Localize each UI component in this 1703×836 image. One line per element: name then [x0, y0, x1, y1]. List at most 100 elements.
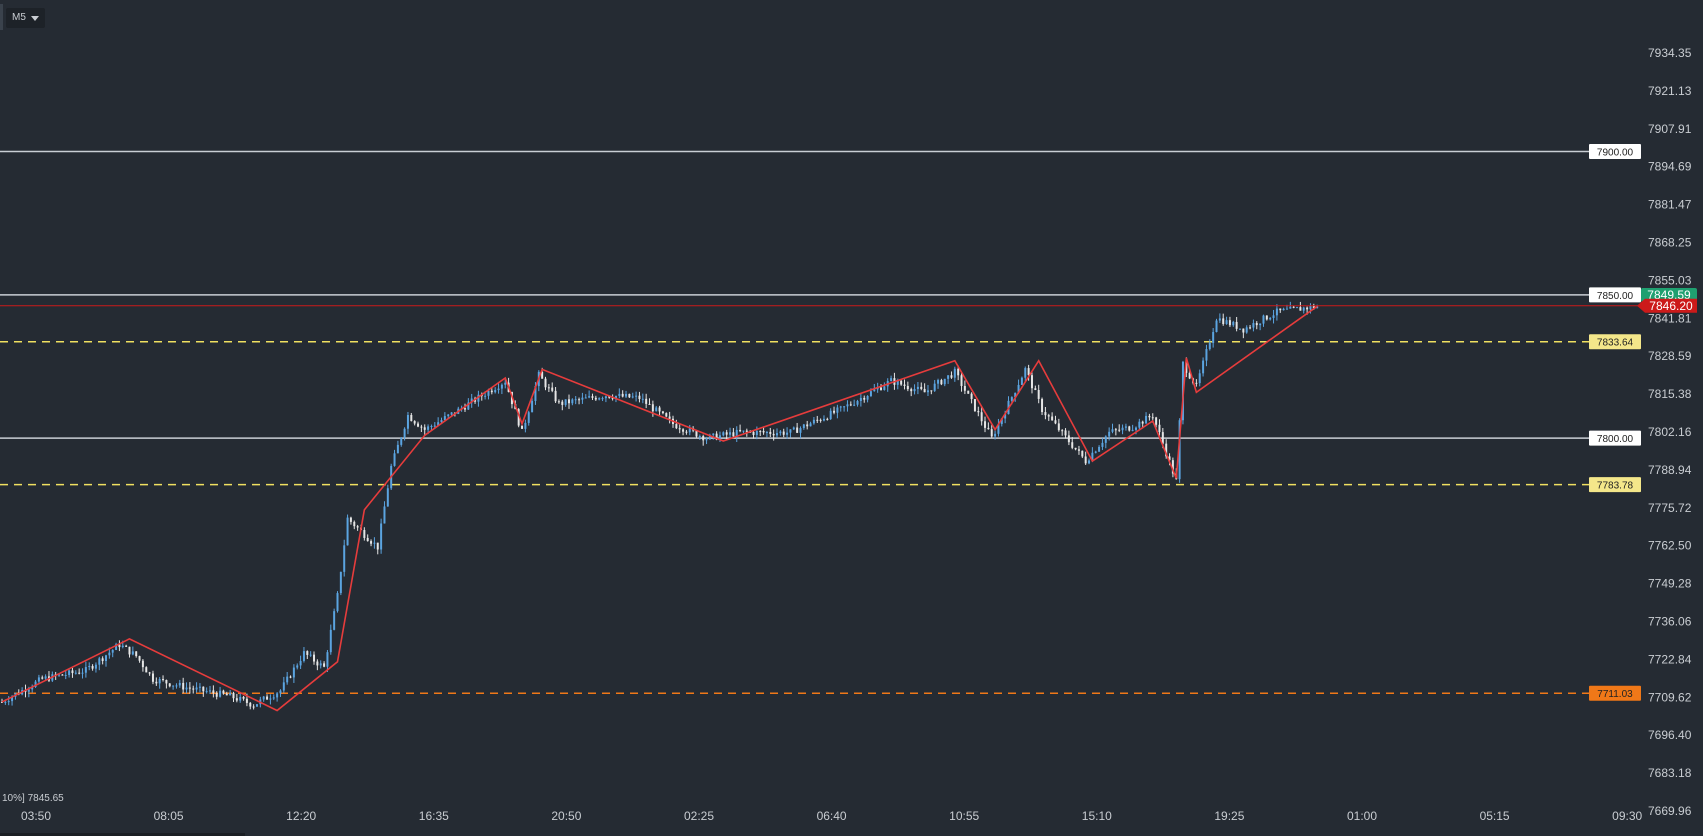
candle-body	[1178, 420, 1181, 480]
candle-body	[27, 689, 30, 692]
scroll-strip[interactable]	[0, 833, 245, 836]
candle-body	[1155, 417, 1158, 425]
candle-body	[61, 674, 64, 676]
candle-body	[470, 398, 473, 403]
candle-body	[58, 674, 61, 676]
candle-body	[1064, 430, 1067, 436]
candle-body	[406, 414, 409, 429]
candle-body	[571, 399, 574, 404]
candle-body	[1222, 318, 1225, 325]
candle-body	[276, 693, 279, 698]
candle-body	[725, 432, 728, 435]
timeframe-selector[interactable]: M5	[6, 8, 45, 28]
candle-body	[1275, 308, 1278, 316]
candle-body	[333, 611, 336, 630]
candle-body	[1057, 423, 1060, 431]
candle-body	[621, 393, 624, 397]
candle-body	[601, 398, 604, 400]
candle-body	[125, 645, 128, 647]
panel-edge-tab[interactable]	[0, 4, 3, 30]
candle-body	[963, 385, 966, 391]
candle-body	[195, 687, 198, 690]
candle-body	[494, 390, 497, 393]
candle-body	[1141, 421, 1144, 424]
y-tick-label: 7868.25	[1648, 236, 1692, 250]
candle-body	[591, 396, 594, 398]
green-price-tag-label: 7849.59	[1647, 288, 1691, 302]
candle-body	[427, 426, 430, 430]
candle-body	[1151, 417, 1154, 419]
candle-body	[648, 403, 651, 405]
candle-body	[1118, 429, 1121, 431]
current-price-tag	[1637, 298, 1697, 313]
x-tick-label: 02:25	[684, 809, 714, 823]
y-tick-label: 7894.69	[1648, 160, 1692, 174]
candle-body	[1071, 442, 1074, 448]
candle-body	[682, 429, 685, 432]
candle-body	[772, 433, 775, 436]
level-7783-tag	[1589, 477, 1641, 493]
candle-body	[44, 676, 47, 679]
crosshair-readout: 10%] 7845.65	[2, 793, 64, 804]
candle-body	[598, 398, 601, 400]
y-tick-label: 7815.38	[1648, 387, 1692, 401]
candle-body	[249, 702, 252, 707]
candle-body	[604, 396, 607, 399]
candle-body	[1091, 452, 1094, 461]
candle-body	[833, 410, 836, 413]
candle-body	[950, 375, 953, 378]
candle-body	[192, 688, 195, 690]
candle-body	[1228, 320, 1231, 326]
x-tick-label: 20:50	[551, 809, 581, 823]
candle-body	[115, 644, 118, 650]
level-7800-tag-label: 7800.00	[1597, 434, 1634, 445]
candle-body	[1282, 308, 1285, 311]
candle-body	[695, 430, 698, 437]
candle-body	[705, 439, 708, 441]
candle-body	[564, 399, 567, 405]
candle-body	[812, 419, 815, 424]
candle-body	[937, 380, 940, 384]
timeframe-label: M5	[12, 12, 26, 23]
candle-body	[41, 677, 44, 679]
candle-body	[990, 429, 993, 437]
candle-body	[1004, 414, 1007, 419]
candle-body	[685, 431, 688, 433]
candle-body	[477, 394, 480, 402]
candle-body	[1041, 398, 1044, 413]
candle-body	[1292, 306, 1295, 308]
candle-body	[829, 410, 832, 420]
candle-body	[722, 432, 725, 436]
level-7711-tag	[1589, 685, 1641, 701]
candle-body	[316, 661, 319, 666]
candle-body	[994, 433, 997, 437]
candle-body	[816, 419, 819, 421]
candle-body	[373, 542, 376, 544]
x-tick-label: 15:10	[1082, 809, 1112, 823]
candle-body	[302, 651, 305, 661]
candle-body	[121, 645, 124, 648]
candle-body	[7, 701, 10, 703]
candle-body	[1285, 308, 1288, 310]
candle-body	[863, 397, 866, 400]
candle-body	[232, 692, 235, 699]
candle-body	[1077, 449, 1080, 451]
candle-body	[500, 384, 503, 389]
candle-body	[826, 418, 829, 420]
candle-body	[1212, 332, 1215, 343]
candle-body	[1108, 431, 1111, 437]
candle-body	[497, 388, 500, 391]
candle-body	[323, 663, 326, 667]
candle-body	[1131, 429, 1134, 431]
candle-body	[967, 390, 970, 394]
candle-body	[363, 530, 366, 538]
candle-body	[645, 398, 648, 404]
candle-body	[131, 651, 134, 655]
candle-body	[172, 685, 175, 687]
candle-body	[141, 660, 144, 668]
candle-body	[957, 368, 960, 376]
candle-body	[920, 386, 923, 389]
x-tick-label: 12:20	[286, 809, 316, 823]
candle-body	[735, 429, 738, 437]
